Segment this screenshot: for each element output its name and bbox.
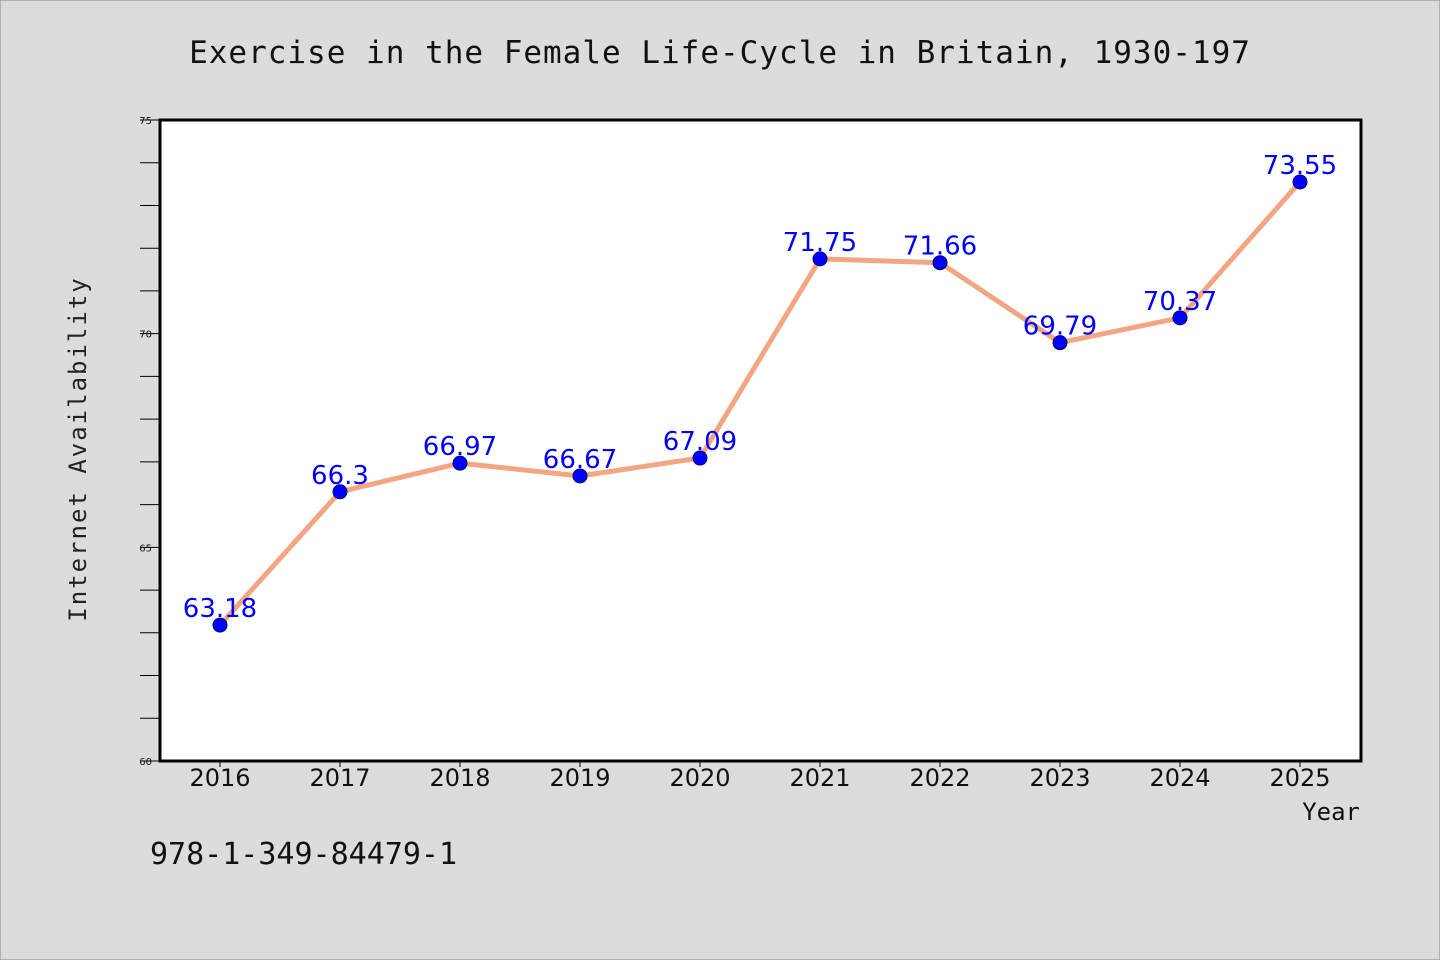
x-tick-label: 2016 bbox=[189, 764, 250, 792]
data-label: 69.79 bbox=[1023, 312, 1097, 342]
x-tick-label: 2018 bbox=[429, 764, 490, 792]
plot-area bbox=[158, 118, 1363, 763]
data-label: 66.67 bbox=[543, 445, 617, 475]
data-label: 73.55 bbox=[1263, 151, 1337, 181]
data-point-marker bbox=[332, 484, 348, 500]
y-axis-label: Internet Availability bbox=[64, 276, 92, 621]
x-tick-label: 2021 bbox=[789, 764, 850, 792]
data-labels-layer: 63.18 66.3 66.97 66.67 67.09 71.75 71.66 69.79 7… bbox=[183, 151, 1337, 624]
data-point-marker bbox=[1172, 310, 1188, 326]
data-point-marker bbox=[1292, 174, 1308, 190]
data-label: 70.37 bbox=[1143, 287, 1217, 317]
x-tick-label: 2025 bbox=[1269, 764, 1330, 792]
y-axis: 60 65 70 75 bbox=[139, 116, 160, 768]
isbn-text: 978-1-349-84479-1 bbox=[150, 837, 457, 872]
data-label: 66.3 bbox=[311, 461, 369, 491]
markers-layer bbox=[212, 174, 1308, 633]
x-tick-label: 2019 bbox=[549, 764, 610, 792]
y-tick-label: 65 bbox=[139, 543, 152, 554]
x-axis: 2016 2017 2018 2019 2020 2021 2022 2023 2024 2025 bbox=[189, 761, 1331, 792]
y-tick-label: 60 bbox=[139, 757, 152, 768]
x-tick-label: 2020 bbox=[669, 764, 730, 792]
series-line-layer bbox=[218, 180, 1302, 627]
x-tick-label: 2022 bbox=[909, 764, 970, 792]
data-point-marker bbox=[452, 455, 468, 471]
x-axis-label: Year bbox=[1302, 798, 1360, 826]
y-tick-label: 75 bbox=[139, 116, 152, 127]
data-label: 63.18 bbox=[183, 594, 257, 624]
x-tick-label: 2024 bbox=[1149, 764, 1210, 792]
x-tick-label: 2017 bbox=[309, 764, 370, 792]
data-point-marker bbox=[212, 617, 228, 633]
data-label: 71.66 bbox=[903, 232, 977, 262]
data-label: 67.09 bbox=[663, 427, 737, 457]
data-point-marker bbox=[1052, 335, 1068, 351]
data-label: 71.75 bbox=[783, 228, 857, 258]
data-point-marker bbox=[692, 450, 708, 466]
data-point-marker bbox=[572, 468, 588, 484]
x-tick-label: 2023 bbox=[1029, 764, 1090, 792]
data-point-marker bbox=[932, 255, 948, 271]
y-tick-label: 70 bbox=[139, 330, 152, 341]
chart-title: Exercise in the Female Life-Cycle in Bri… bbox=[189, 35, 1251, 71]
data-point-marker bbox=[812, 251, 828, 267]
data-label: 66.97 bbox=[423, 432, 497, 462]
series-line bbox=[218, 180, 1302, 627]
